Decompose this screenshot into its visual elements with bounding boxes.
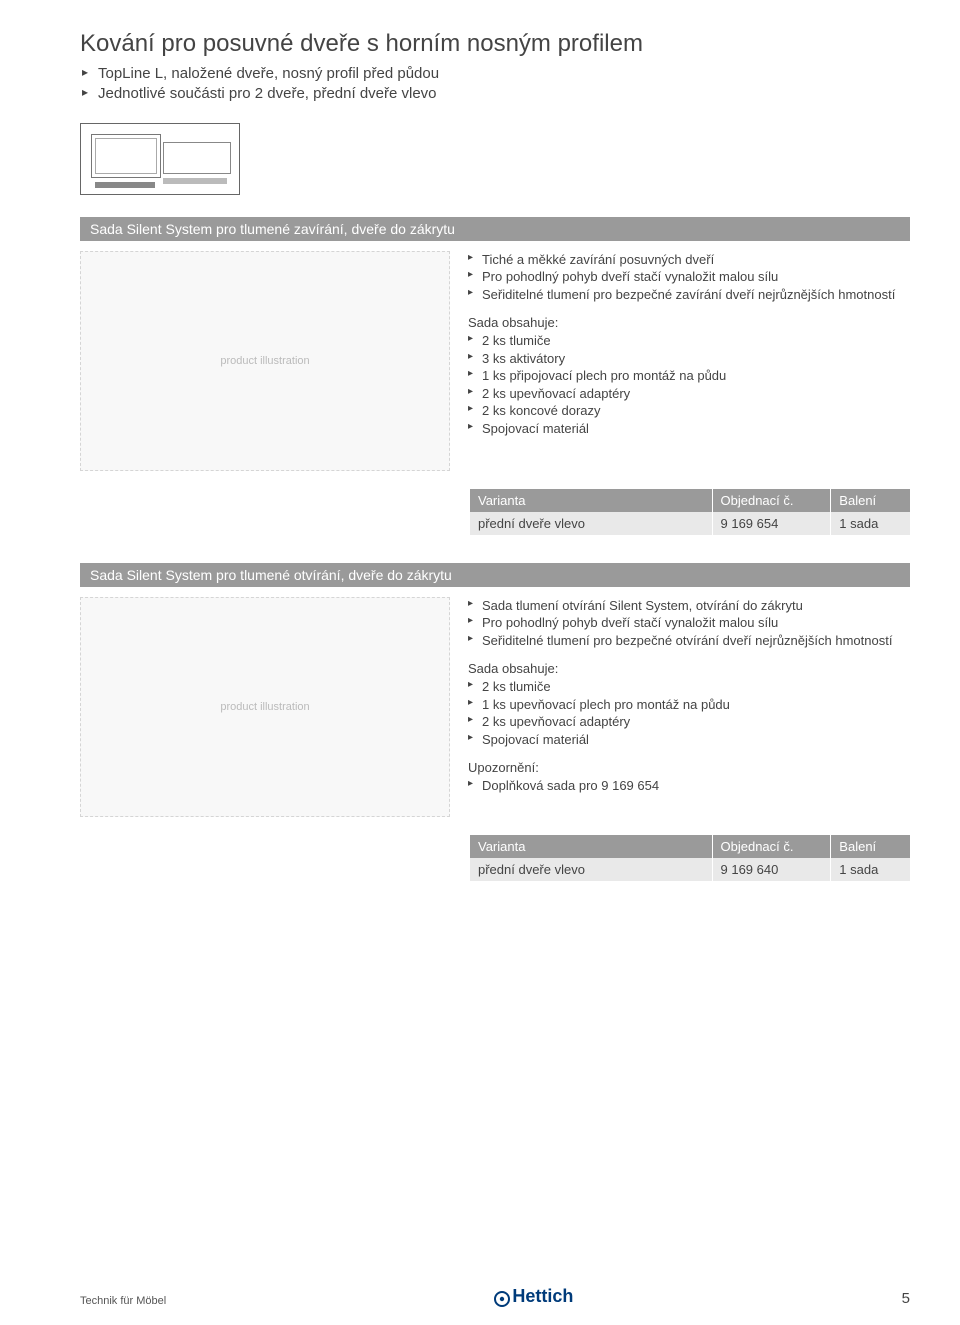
td-objednaci: 9 169 640 <box>712 858 831 881</box>
section2-features: Sada tlumení otvírání Silent System, otv… <box>468 597 910 650</box>
td-baleni: 1 sada <box>831 858 910 881</box>
section1-body: product illustration Tiché a měkké zavír… <box>80 251 910 471</box>
content-item: 2 ks koncové dorazy <box>468 402 910 420</box>
td-objednaci: 9 169 654 <box>712 512 831 535</box>
section1-table-wrap: Varianta Objednací č. Balení přední dveř… <box>470 489 910 535</box>
section1-features: Tiché a měkké zavírání posuvných dveří P… <box>468 251 910 304</box>
feature-item: Tiché a měkké zavírání posuvných dveří <box>468 251 910 269</box>
table-header-row: Varianta Objednací č. Balení <box>470 835 910 858</box>
page-number: 5 <box>902 1290 910 1307</box>
section2-note-title: Upozornění: <box>468 760 910 775</box>
subtitle-list: TopLine L, naložené dveře, nosný profil … <box>80 64 910 105</box>
section1-contents: 2 ks tlumiče 3 ks aktivátory 1 ks připoj… <box>468 332 910 437</box>
section2-contents: 2 ks tlumiče 1 ks upevňovací plech pro m… <box>468 678 910 748</box>
section2-table-wrap: Varianta Objednací č. Balení přední dveř… <box>470 835 910 881</box>
feature-item: Seřiditelné tlumení pro bezpečné zavírán… <box>468 286 910 304</box>
content-item: 3 ks aktivátory <box>468 350 910 368</box>
section1-description: Tiché a měkké zavírání posuvných dveří P… <box>468 251 910 471</box>
section2-table: Varianta Objednací č. Balení přední dveř… <box>470 835 910 881</box>
section2-bar: Sada Silent System pro tlumené otvírání,… <box>80 563 910 587</box>
content-item: Spojovací materiál <box>468 731 910 749</box>
footer-left-text: Technik für Möbel <box>80 1295 166 1307</box>
td-baleni: 1 sada <box>831 512 910 535</box>
th-baleni: Balení <box>831 489 910 512</box>
feature-item: Seřiditelné tlumení pro bezpečné otvírán… <box>468 632 910 650</box>
th-objednaci: Objednací č. <box>712 835 831 858</box>
content-item: 1 ks připojovací plech pro montáž na půd… <box>468 367 910 385</box>
section2-contents-title: Sada obsahuje: <box>468 661 910 676</box>
subtitle-item: Jednotlivé součásti pro 2 dveře, přední … <box>80 84 910 104</box>
content-item: 2 ks tlumiče <box>468 332 910 350</box>
section2-notes: Doplňková sada pro 9 169 654 <box>468 777 910 795</box>
content-item: 2 ks upevňovací adaptéry <box>468 713 910 731</box>
content-item: Spojovací materiál <box>468 420 910 438</box>
content-item: 2 ks upevňovací adaptéry <box>468 385 910 403</box>
content-item: 1 ks upevňovací plech pro montáž na půdu <box>468 696 910 714</box>
section1-product-image: product illustration <box>80 251 450 471</box>
feature-item: Pro pohodlný pohyb dveří stačí vynaložit… <box>468 268 910 286</box>
th-varianta: Varianta <box>470 489 712 512</box>
feature-item: Pro pohodlný pohyb dveří stačí vynaložit… <box>468 614 910 632</box>
brand-name: Hettich <box>512 1286 573 1307</box>
feature-item: Sada tlumení otvírání Silent System, otv… <box>468 597 910 615</box>
subtitle-item: TopLine L, naložené dveře, nosný profil … <box>80 64 910 84</box>
table-row: přední dveře vlevo 9 169 640 1 sada <box>470 858 910 881</box>
content-item: 2 ks tlumiče <box>468 678 910 696</box>
table-header-row: Varianta Objednací č. Balení <box>470 489 910 512</box>
section1-table: Varianta Objednací č. Balení přední dveř… <box>470 489 910 535</box>
section2-product-image: product illustration <box>80 597 450 817</box>
section2-description: Sada tlumení otvírání Silent System, otv… <box>468 597 910 817</box>
th-varianta: Varianta <box>470 835 712 858</box>
note-item: Doplňková sada pro 9 169 654 <box>468 777 910 795</box>
section2-body: product illustration Sada tlumení otvírá… <box>80 597 910 817</box>
td-varianta: přední dveře vlevo <box>470 858 712 881</box>
section1-contents-title: Sada obsahuje: <box>468 315 910 330</box>
td-varianta: přední dveře vlevo <box>470 512 712 535</box>
diagram-icon <box>80 123 240 195</box>
page-title: Kování pro posuvné dveře s horním nosným… <box>80 30 910 58</box>
th-baleni: Balení <box>831 835 910 858</box>
th-objednaci: Objednací č. <box>712 489 831 512</box>
table-row: přední dveře vlevo 9 169 654 1 sada <box>470 512 910 535</box>
brand-icon <box>494 1291 510 1307</box>
brand-logo: Hettich <box>494 1286 573 1307</box>
page-footer: Technik für Möbel Hettich 5 <box>80 1285 910 1307</box>
section1-bar: Sada Silent System pro tlumené zavírání,… <box>80 217 910 241</box>
